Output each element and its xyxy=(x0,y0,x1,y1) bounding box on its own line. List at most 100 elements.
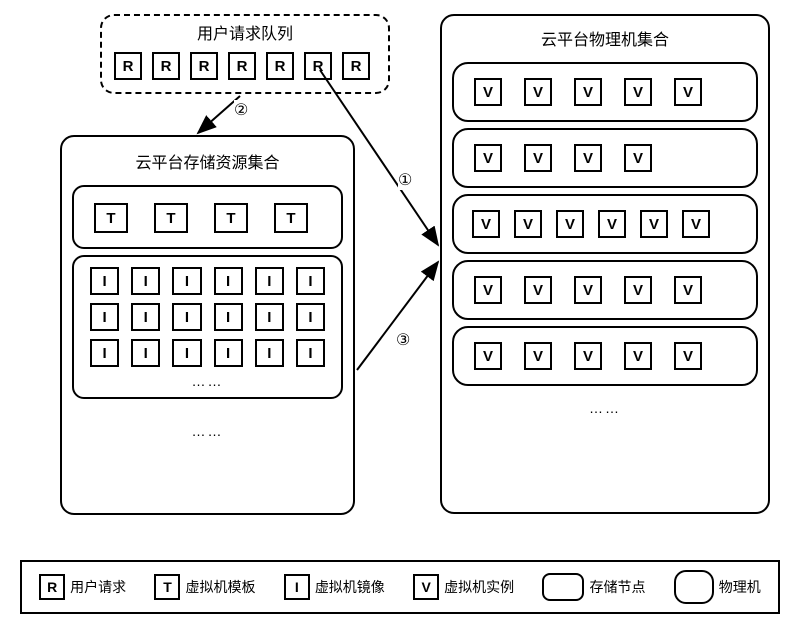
legend-label-v: 虚拟机实例 xyxy=(444,577,514,597)
vm-cell: V xyxy=(624,144,652,172)
vm-cell: V xyxy=(524,78,552,106)
template-storage-node: T T T T xyxy=(72,185,343,249)
legend-item-t: T 虚拟机模板 xyxy=(154,574,255,600)
image-cell: I xyxy=(255,267,284,295)
vm-cell: V xyxy=(674,276,702,304)
vm-cell: V xyxy=(556,210,584,238)
queue-row: R R R R R R R xyxy=(102,50,388,82)
vm-cell: V xyxy=(474,342,502,370)
vm-cell: V xyxy=(574,78,602,106)
template-cell: T xyxy=(154,203,188,233)
physical-machine: V V V V V xyxy=(452,260,758,320)
vm-cell: V xyxy=(574,276,602,304)
vm-row: V V V V V xyxy=(458,268,752,312)
image-ellipsis: …… xyxy=(78,371,337,391)
queue-cell: R xyxy=(266,52,294,80)
image-cell: I xyxy=(172,339,201,367)
arrow-3 xyxy=(357,262,438,370)
legend-item-storage-node: 存储节点 xyxy=(542,573,645,601)
vm-cell: V xyxy=(524,144,552,172)
vm-row: V V V V xyxy=(458,136,752,180)
vm-cell: V xyxy=(640,210,668,238)
vm-cell: V xyxy=(682,210,710,238)
storage-ellipsis: …… xyxy=(62,405,353,441)
image-cell: I xyxy=(214,339,243,367)
vm-cell: V xyxy=(624,342,652,370)
vm-row: V V V V V xyxy=(458,70,752,114)
queue-cell: R xyxy=(228,52,256,80)
queue-cell: R xyxy=(304,52,332,80)
vm-cell: V xyxy=(514,210,542,238)
vm-cell: V xyxy=(474,78,502,106)
legend-item-r: R 用户请求 xyxy=(39,574,126,600)
vm-cell: V xyxy=(474,144,502,172)
vm-cell: V xyxy=(474,276,502,304)
queue-cell: R xyxy=(114,52,142,80)
vm-cell: V xyxy=(598,210,626,238)
vm-cell: V xyxy=(624,78,652,106)
image-cell: I xyxy=(172,303,201,331)
image-cell: I xyxy=(214,303,243,331)
legend-glyph-r: R xyxy=(39,574,65,600)
legend-label-storage: 存储节点 xyxy=(589,577,645,597)
image-cell: I xyxy=(131,267,160,295)
user-request-queue: 用户请求队列 R R R R R R R xyxy=(100,14,390,94)
vm-row: V V V V V V xyxy=(458,202,752,246)
template-cell: T xyxy=(94,203,128,233)
image-cell: I xyxy=(131,339,160,367)
vm-cell: V xyxy=(674,78,702,106)
vm-row: V V V V V xyxy=(458,334,752,378)
image-cell: I xyxy=(90,267,119,295)
physical-machine: V V V V V xyxy=(452,62,758,122)
image-cell: I xyxy=(172,267,201,295)
image-cell: I xyxy=(131,303,160,331)
template-row: T T T T xyxy=(78,193,337,243)
image-cell: I xyxy=(90,303,119,331)
arrow-label-2: ② xyxy=(234,100,248,120)
legend-glyph-v: V xyxy=(413,574,439,600)
legend-item-i: I 虚拟机镜像 xyxy=(284,574,385,600)
image-row: I I I I I I xyxy=(78,335,337,371)
vm-cell: V xyxy=(574,342,602,370)
physical-machine: V V V V xyxy=(452,128,758,188)
legend-shape-physical xyxy=(674,570,714,604)
legend-shape-storage xyxy=(542,573,584,601)
arrow-label-3: ③ xyxy=(396,330,410,350)
queue-title: 用户请求队列 xyxy=(102,16,388,50)
diagram-root: 用户请求队列 R R R R R R R 云平台存储资源集合 T T T T I… xyxy=(0,0,800,633)
storage-title: 云平台存储资源集合 xyxy=(62,137,353,179)
image-cell: I xyxy=(255,303,284,331)
arrow-label-1: ① xyxy=(398,170,412,190)
image-cell: I xyxy=(296,303,325,331)
physical-machine-set: 云平台物理机集合 V V V V V V V V V V V V xyxy=(440,14,770,514)
image-cell: I xyxy=(296,267,325,295)
physical-machine: V V V V V V xyxy=(452,194,758,254)
legend: R 用户请求 T 虚拟机模板 I 虚拟机镜像 V 虚拟机实例 存储节点 物理机 xyxy=(20,560,780,614)
physical-machine: V V V V V xyxy=(452,326,758,386)
legend-label-i: 虚拟机镜像 xyxy=(315,577,385,597)
vm-cell: V xyxy=(472,210,500,238)
storage-resource-set: 云平台存储资源集合 T T T T I I I I I I I I I xyxy=(60,135,355,515)
vm-cell: V xyxy=(524,342,552,370)
queue-cell: R xyxy=(190,52,218,80)
legend-label-r: 用户请求 xyxy=(70,577,126,597)
queue-cell: R xyxy=(342,52,370,80)
image-storage-node: I I I I I I I I I I I I I I I I I I xyxy=(72,255,343,399)
vm-cell: V xyxy=(574,144,602,172)
physical-title: 云平台物理机集合 xyxy=(442,16,768,56)
image-cell: I xyxy=(214,267,243,295)
image-row: I I I I I I xyxy=(78,263,337,299)
legend-item-v: V 虚拟机实例 xyxy=(413,574,514,600)
image-cell: I xyxy=(255,339,284,367)
vm-cell: V xyxy=(674,342,702,370)
legend-label-physical: 物理机 xyxy=(719,577,761,597)
vm-cell: V xyxy=(624,276,652,304)
legend-glyph-t: T xyxy=(154,574,180,600)
image-cell: I xyxy=(90,339,119,367)
legend-glyph-i: I xyxy=(284,574,310,600)
legend-label-t: 虚拟机模板 xyxy=(185,577,255,597)
queue-cell: R xyxy=(152,52,180,80)
legend-item-physical-node: 物理机 xyxy=(674,570,761,604)
template-cell: T xyxy=(274,203,308,233)
image-cell: I xyxy=(296,339,325,367)
